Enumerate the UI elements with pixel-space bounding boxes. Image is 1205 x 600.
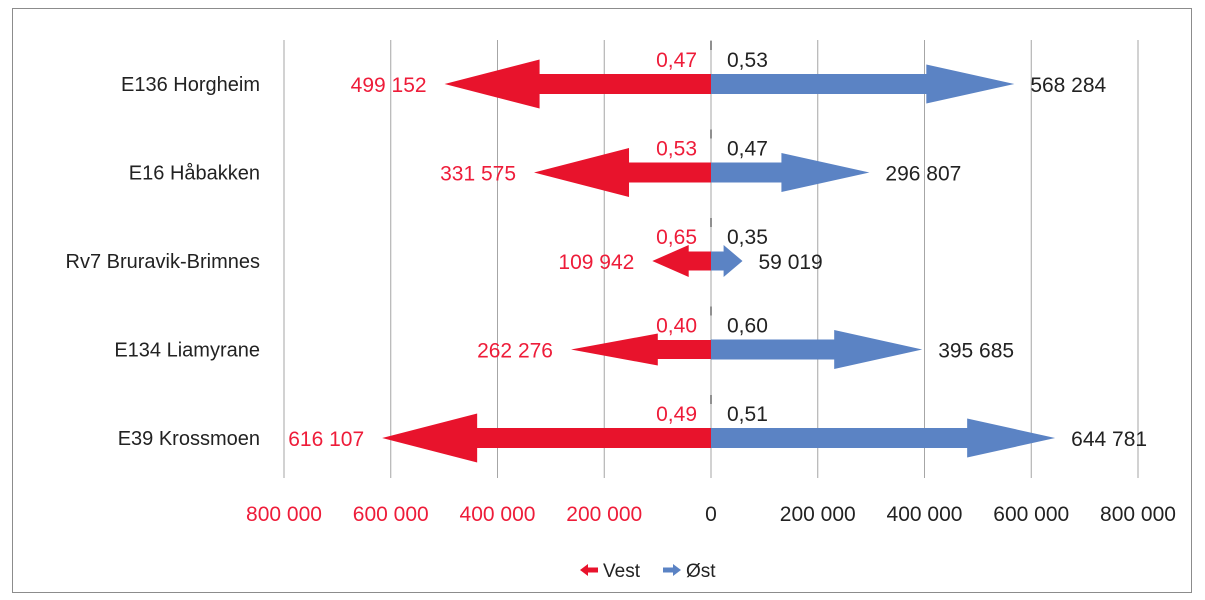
vest-arrow — [382, 413, 711, 463]
vest-value-label: 109 942 — [558, 251, 634, 274]
ost-arrow — [711, 64, 1015, 104]
vest-value-label: 499 152 — [351, 74, 427, 97]
ost-share-label: 0,47 — [727, 138, 768, 161]
ost-value-label: 395 685 — [938, 340, 1014, 363]
legend-ost-arrow — [663, 564, 681, 576]
ost-value-label: 644 781 — [1071, 428, 1147, 451]
x-tick-label: 0 — [705, 503, 717, 526]
ost-arrow — [711, 153, 870, 192]
ost-share-label: 0,51 — [727, 403, 768, 426]
vest-arrow — [652, 245, 711, 277]
ost-share-label: 0,35 — [727, 226, 768, 249]
vest-arrow — [444, 59, 711, 109]
vest-arrow — [534, 148, 711, 197]
vest-share-label: 0,40 — [656, 315, 697, 338]
x-tick-label: 400 000 — [460, 503, 536, 526]
vest-share-label: 0,49 — [656, 403, 697, 426]
ost-value-label: 296 807 — [885, 163, 961, 186]
ost-arrow — [711, 245, 743, 277]
category-label: E39 Krossmoen — [118, 428, 260, 450]
x-tick-label: 200 000 — [780, 503, 856, 526]
category-label: E134 Liamyrane — [114, 340, 260, 362]
ost-value-label: 59 019 — [759, 251, 823, 274]
legend: Vest Øst — [580, 561, 716, 582]
arrow-marks — [382, 59, 1056, 463]
legend-vest-arrow — [580, 564, 598, 576]
ost-share-label: 0,60 — [727, 315, 768, 338]
category-label: E136 Horgheim — [121, 74, 260, 96]
ost-arrow — [711, 418, 1056, 458]
x-tick-label: 400 000 — [887, 503, 963, 526]
x-tick-label: 200 000 — [566, 503, 642, 526]
legend-ost-label: Øst — [686, 561, 716, 582]
vest-share-label: 0,65 — [656, 226, 697, 249]
ost-value-label: 568 284 — [1030, 74, 1106, 97]
vest-share-label: 0,53 — [656, 138, 697, 161]
legend-vest-label: Vest — [603, 561, 641, 582]
x-tick-labels: 800 000 600 000 400 000 200 000 0 200 000 400 … — [246, 503, 1176, 526]
ost-share-label: 0,53 — [727, 49, 768, 72]
ost-arrow — [711, 330, 923, 369]
chart-frame — [12, 8, 1192, 593]
vest-value-label: 262 276 — [477, 340, 553, 363]
vest-value-label: 331 575 — [440, 163, 516, 186]
vest-arrow — [571, 333, 711, 366]
x-tick-label: 600 000 — [993, 503, 1069, 526]
x-tick-label: 600 000 — [353, 503, 429, 526]
vest-value-label: 616 107 — [288, 428, 364, 451]
category-labels: E136 Horgheim E16 Håbakken Rv7 Bruravik-Br… — [66, 74, 260, 450]
x-tick-label: 800 000 — [1100, 503, 1176, 526]
gridlines — [283, 40, 1139, 478]
value-labels: 499 152 568 284 0,47 0,53 331 575 296 807 0,53… — [288, 41, 1147, 451]
x-tick-label: 800 000 — [246, 503, 322, 526]
vest-share-label: 0,47 — [656, 49, 697, 72]
category-label: Rv7 Bruravik-Brimnes — [66, 251, 260, 273]
category-label: E16 Håbakken — [129, 163, 260, 185]
